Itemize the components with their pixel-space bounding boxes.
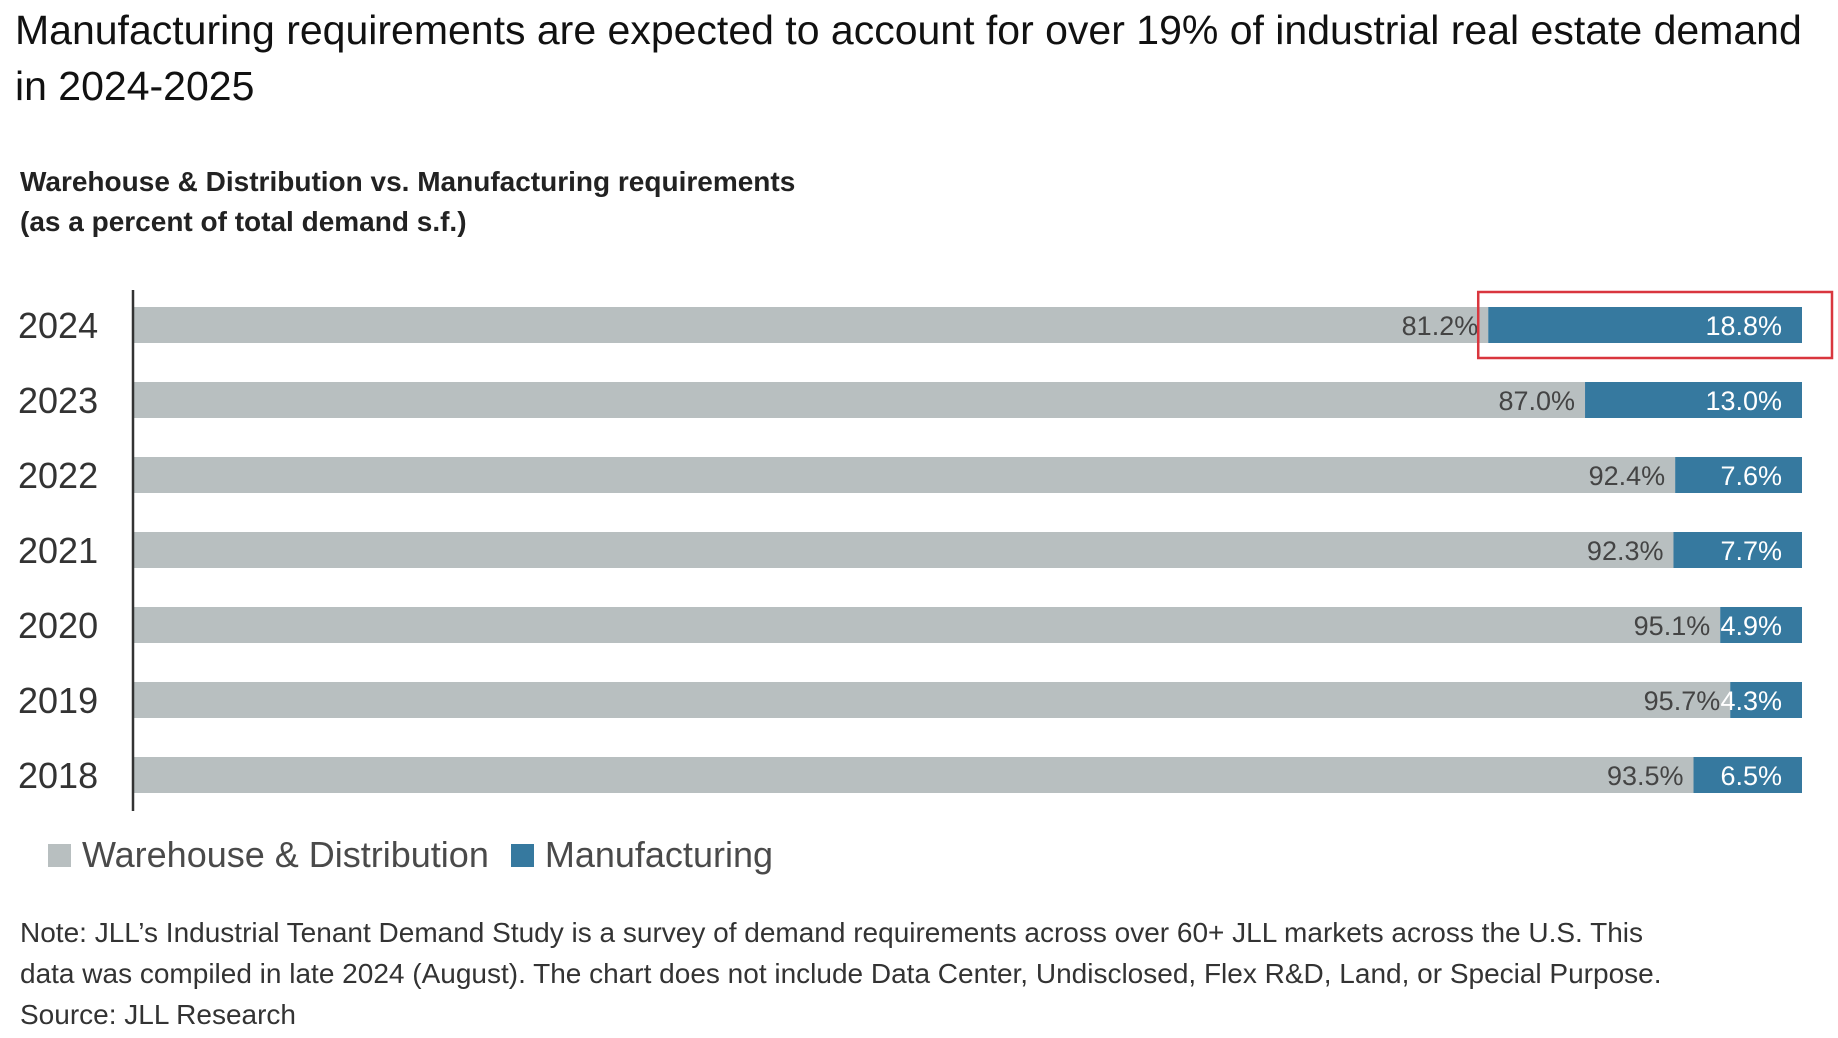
bar-manufacturing-2020 (1720, 607, 1802, 643)
bar-manufacturing-2019 (1730, 682, 1802, 718)
source-line: Source: JLL Research (20, 999, 296, 1030)
data-label-manufacturing: 18.8% (1705, 311, 1782, 341)
year-tick-label: 2020 (18, 605, 98, 646)
legend-label-manufacturing: Manufacturing (544, 834, 773, 875)
bar-warehouse-2024 (133, 307, 1489, 343)
data-label-manufacturing: 4.9% (1720, 611, 1782, 641)
year-tick-label: 2018 (18, 755, 98, 796)
data-label-manufacturing: 13.0% (1705, 386, 1782, 416)
year-tick-label: 2023 (18, 380, 98, 421)
data-label-manufacturing: 7.6% (1720, 461, 1782, 491)
data-label-warehouse: 92.3% (1587, 536, 1664, 566)
bar-warehouse-2019 (133, 682, 1731, 718)
bar-warehouse-2022 (133, 457, 1676, 493)
bar-manufacturing-2024 (1488, 307, 1802, 343)
data-label-warehouse: 92.4% (1589, 461, 1666, 491)
data-label-warehouse: 95.7% (1644, 686, 1721, 716)
chart-footnote: Note: JLL’s Industrial Tenant Demand Stu… (20, 912, 1820, 1035)
chart-subtitle-line-1: Warehouse & Distribution vs. Manufacturi… (20, 166, 796, 197)
data-label-warehouse: 81.2% (1402, 311, 1479, 341)
chart-subtitle-line-2: (as a percent of total demand s.f.) (20, 206, 467, 237)
footnote-line-1: Note: JLL’s Industrial Tenant Demand Stu… (20, 917, 1643, 948)
legend-item-manufacturing: Manufacturing (510, 834, 773, 876)
legend-label-warehouse: Warehouse & Distribution (82, 834, 489, 875)
highlight-box (1476, 290, 1834, 360)
chart-headline: Manufacturing requirements are expected … (15, 7, 1802, 109)
bar-warehouse-2023 (133, 382, 1586, 418)
bar-manufacturing-2018 (1693, 757, 1802, 793)
data-label-manufacturing: 4.3% (1720, 686, 1782, 716)
year-tick-label: 2019 (18, 680, 98, 721)
year-tick-label: 2021 (18, 530, 98, 571)
bar-manufacturing-2023 (1585, 382, 1802, 418)
bar-manufacturing-2022 (1675, 457, 1802, 493)
chart-subtitle: Warehouse & Distribution vs. Manufacturi… (20, 162, 795, 242)
data-label-manufacturing: 6.5% (1720, 761, 1782, 791)
year-tick-label: 2022 (18, 455, 98, 496)
bar-warehouse-2018 (133, 757, 1694, 793)
data-label-warehouse: 95.1% (1634, 611, 1711, 641)
bar-warehouse-2020 (133, 607, 1721, 643)
bar-warehouse-2021 (133, 532, 1674, 568)
year-tick-label: 2024 (18, 305, 98, 346)
chart-legend: Warehouse & Distribution Manufacturing (48, 832, 795, 878)
data-label-warehouse: 87.0% (1498, 386, 1575, 416)
data-label-warehouse: 93.5% (1607, 761, 1684, 791)
data-label-manufacturing: 7.7% (1720, 536, 1782, 566)
legend-swatch-manufacturing (510, 843, 534, 867)
legend-swatch-warehouse (48, 843, 71, 867)
stacked-bar-chart: 2024 81.2% 18.8% 2023 87.0% 13.0% 2022 92.4% 7.6… (18, 290, 1834, 811)
legend-item-warehouse: Warehouse & Distribution (48, 834, 489, 876)
footnote-line-2: data was compiled in late 2024 (August).… (20, 958, 1662, 989)
bar-manufacturing-2021 (1673, 532, 1802, 568)
